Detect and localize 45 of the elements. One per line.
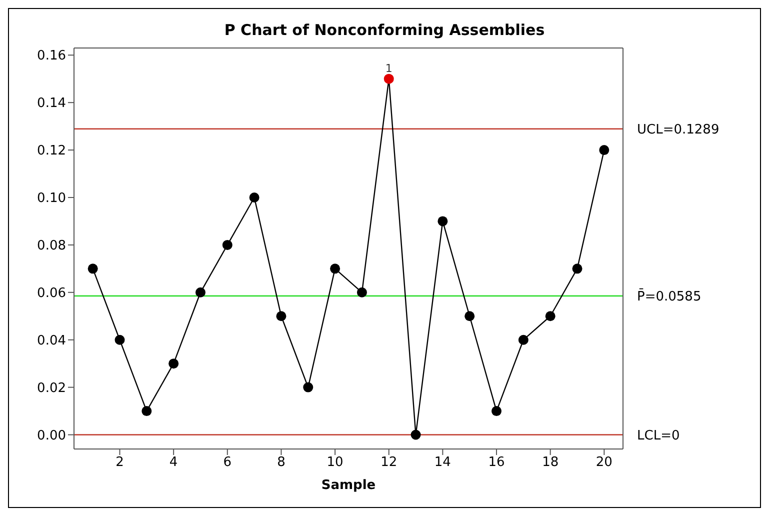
point (492, 406, 502, 416)
y-tick-label: 0.04 (37, 333, 66, 348)
y-tick-label: 0.00 (37, 428, 66, 444)
x-tick-label: 12 (380, 455, 398, 470)
y-tick-label: 0.16 (37, 48, 66, 64)
point (88, 264, 98, 274)
point (330, 264, 340, 274)
x-axis-title: Sample (321, 478, 376, 493)
y-tick-label: 0.14 (37, 96, 66, 112)
point (168, 358, 179, 369)
point (303, 382, 314, 392)
point (249, 192, 260, 202)
x-tick-label: 14 (434, 455, 451, 470)
point (276, 311, 286, 322)
y-tick-label: 0.10 (37, 191, 66, 206)
ref-line-label: UCL=0.1289 (637, 122, 720, 138)
point (222, 240, 232, 250)
point (599, 145, 610, 156)
y-tick-label: 0.06 (37, 286, 66, 302)
x-tick-label: 6 (223, 455, 232, 470)
x-tick-label: 18 (542, 455, 559, 470)
point (464, 311, 475, 322)
x-tick-label: 16 (488, 455, 505, 470)
point (438, 216, 448, 226)
y-tick-label: 0.08 (37, 238, 66, 254)
chart-title: P Chart of Nonconforming Assemblies (223, 21, 546, 39)
y-tick-label: 0.02 (37, 380, 66, 396)
point (142, 406, 152, 416)
point (545, 311, 556, 322)
point (384, 74, 394, 84)
annotation: 1 (385, 62, 392, 75)
ref-line-label: LCL=0 (637, 428, 680, 444)
point (195, 287, 206, 298)
x-tick-label: 4 (169, 455, 178, 470)
ref-line-label: P̄=0.0585 (637, 288, 702, 305)
point (114, 334, 125, 345)
point (356, 287, 367, 298)
x-tick-label: 20 (596, 455, 612, 470)
x-tick-label: 8 (277, 455, 286, 470)
point (518, 334, 528, 345)
x-tick-label: 2 (116, 455, 124, 470)
point (410, 430, 421, 440)
y-tick-label: 0.12 (37, 144, 66, 159)
point (572, 264, 582, 274)
x-tick-label: 10 (326, 455, 344, 470)
